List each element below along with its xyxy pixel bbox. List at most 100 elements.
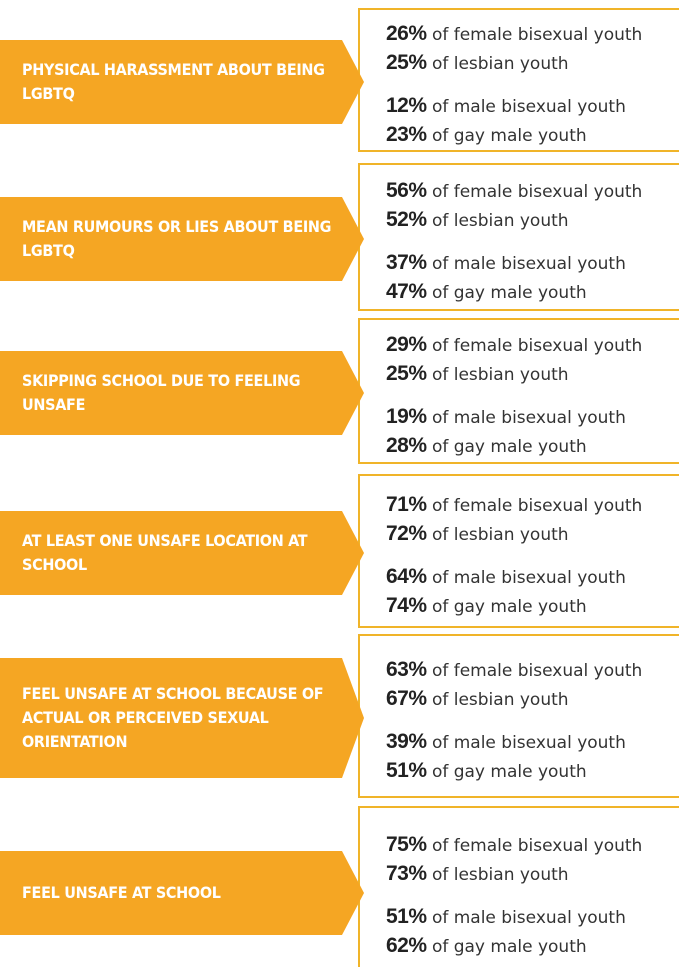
stat-text: of lesbian youth	[431, 865, 569, 885]
row: 29% of female bisexual youth 25% of lesbi…	[0, 318, 679, 464]
banner-shape	[0, 851, 364, 935]
stat-item: 23% of gay male youth	[386, 123, 587, 147]
stat-percent: 52%	[386, 208, 427, 231]
stat-text: of male bisexual youth	[431, 254, 626, 274]
banner-label: Mean rumours or lies about being LGBTQ	[22, 217, 332, 260]
stat-item: 75% of female bisexual youth	[386, 833, 642, 857]
stat-text: of lesbian youth	[431, 211, 569, 231]
stat-item: 29% of female bisexual youth	[386, 333, 642, 357]
stat-item: 62% of gay male youth	[386, 934, 587, 958]
stat-text: of gay male youth	[431, 762, 587, 782]
stat-text: of gay male youth	[431, 283, 587, 303]
stat-text: of gay male youth	[431, 597, 587, 617]
stat-item: 71% of female bisexual youth	[386, 493, 642, 517]
row: 75% of female bisexual youth 73% of lesbi…	[0, 806, 679, 967]
stat-percent: 12%	[386, 94, 427, 117]
banner-arrow	[0, 40, 364, 124]
banner: Skipping school due to feeling unsafe	[0, 351, 366, 435]
stat-item: 39% of male bisexual youth	[386, 730, 626, 754]
banner-label: Feel unsafe at school	[22, 883, 221, 902]
stat-text: of lesbian youth	[431, 525, 569, 545]
stat-text: of female bisexual youth	[431, 336, 643, 356]
row: 71% of female bisexual youth 72% of lesbi…	[0, 474, 679, 628]
stat-percent: 71%	[386, 493, 427, 516]
stat-item: 37% of male bisexual youth	[386, 251, 626, 275]
stat-percent: 56%	[386, 179, 427, 202]
stat-item: 19% of male bisexual youth	[386, 405, 626, 429]
banner-label: At least one unsafe location at school	[22, 531, 308, 574]
stat-text: of lesbian youth	[431, 690, 569, 710]
stat-text: of male bisexual youth	[431, 733, 626, 753]
stat-percent: 51%	[386, 905, 427, 928]
row: 56% of female bisexual youth 52% of lesbi…	[0, 163, 679, 311]
stat-box: 75% of female bisexual youth 73% of lesbi…	[358, 806, 679, 967]
banner-shape	[0, 658, 364, 778]
stat-text: of female bisexual youth	[431, 25, 643, 45]
stat-percent: 73%	[386, 862, 427, 885]
banner-arrow	[0, 351, 364, 435]
stat-item: 74% of gay male youth	[386, 594, 587, 618]
banner-arrow	[0, 658, 364, 778]
stat-box: 29% of female bisexual youth 25% of lesbi…	[358, 318, 679, 464]
stat-percent: 47%	[386, 280, 427, 303]
stat-item: 47% of gay male youth	[386, 280, 587, 304]
stat-text: of female bisexual youth	[431, 182, 643, 202]
stat-percent: 62%	[386, 934, 427, 957]
stat-text: of male bisexual youth	[431, 908, 626, 928]
stat-percent: 51%	[386, 759, 427, 782]
stat-item: 51% of gay male youth	[386, 759, 587, 783]
stat-percent: 63%	[386, 658, 427, 681]
banner: Feel unsafe at school	[0, 851, 366, 935]
stat-text: of gay male youth	[431, 937, 587, 957]
stat-item: 25% of lesbian youth	[386, 51, 569, 75]
stat-item: 56% of female bisexual youth	[386, 179, 642, 203]
banner: Physical harassment about being LGBTQ	[0, 40, 366, 124]
stat-text: of lesbian youth	[431, 54, 569, 74]
stat-percent: 28%	[386, 434, 427, 457]
stat-item: 52% of lesbian youth	[386, 208, 569, 232]
stat-item: 73% of lesbian youth	[386, 862, 569, 886]
stat-percent: 26%	[386, 22, 427, 45]
stat-item: 63% of female bisexual youth	[386, 658, 642, 682]
row: 63% of female bisexual youth 67% of lesbi…	[0, 634, 679, 798]
stat-text: of male bisexual youth	[431, 408, 626, 428]
stat-box: 71% of female bisexual youth 72% of lesbi…	[358, 474, 679, 628]
stat-item: 67% of lesbian youth	[386, 687, 569, 711]
banner-shape	[0, 197, 364, 281]
stat-percent: 72%	[386, 522, 427, 545]
stat-text: of gay male youth	[431, 437, 587, 457]
stat-text: of lesbian youth	[431, 365, 569, 385]
stat-item: 64% of male bisexual youth	[386, 565, 626, 589]
stat-box: 63% of female bisexual youth 67% of lesbi…	[358, 634, 679, 798]
stat-box: 56% of female bisexual youth 52% of lesbi…	[358, 163, 679, 311]
stat-percent: 39%	[386, 730, 427, 753]
stat-box: 26% of female bisexual youth 25% of lesbi…	[358, 8, 679, 152]
stat-text: of male bisexual youth	[431, 97, 626, 117]
stat-percent: 23%	[386, 123, 427, 146]
stat-item: 12% of male bisexual youth	[386, 94, 626, 118]
stat-item: 28% of gay male youth	[386, 434, 587, 458]
stat-item: 51% of male bisexual youth	[386, 905, 626, 929]
banner-shape	[0, 351, 364, 435]
stat-percent: 74%	[386, 594, 427, 617]
stat-percent: 29%	[386, 333, 427, 356]
stat-percent: 75%	[386, 833, 427, 856]
banner-label: Skipping school due to feeling unsafe	[22, 371, 301, 414]
banner-arrow	[0, 511, 364, 595]
stat-percent: 25%	[386, 51, 427, 74]
banner-shape	[0, 511, 364, 595]
stat-item: 72% of lesbian youth	[386, 522, 569, 546]
stat-percent: 19%	[386, 405, 427, 428]
stat-item: 25% of lesbian youth	[386, 362, 569, 386]
stat-percent: 64%	[386, 565, 427, 588]
row: 26% of female bisexual youth 25% of lesbi…	[0, 8, 679, 152]
banner: Mean rumours or lies about being LGBTQ	[0, 197, 366, 281]
banner-label: Physical harassment about being LGBTQ	[22, 60, 325, 103]
banner-arrow	[0, 851, 364, 935]
banner-arrow	[0, 197, 364, 281]
banner: Feel unsafe at school because of actual …	[0, 658, 366, 778]
stat-percent: 67%	[386, 687, 427, 710]
stat-percent: 37%	[386, 251, 427, 274]
stat-text: of female bisexual youth	[431, 661, 643, 681]
